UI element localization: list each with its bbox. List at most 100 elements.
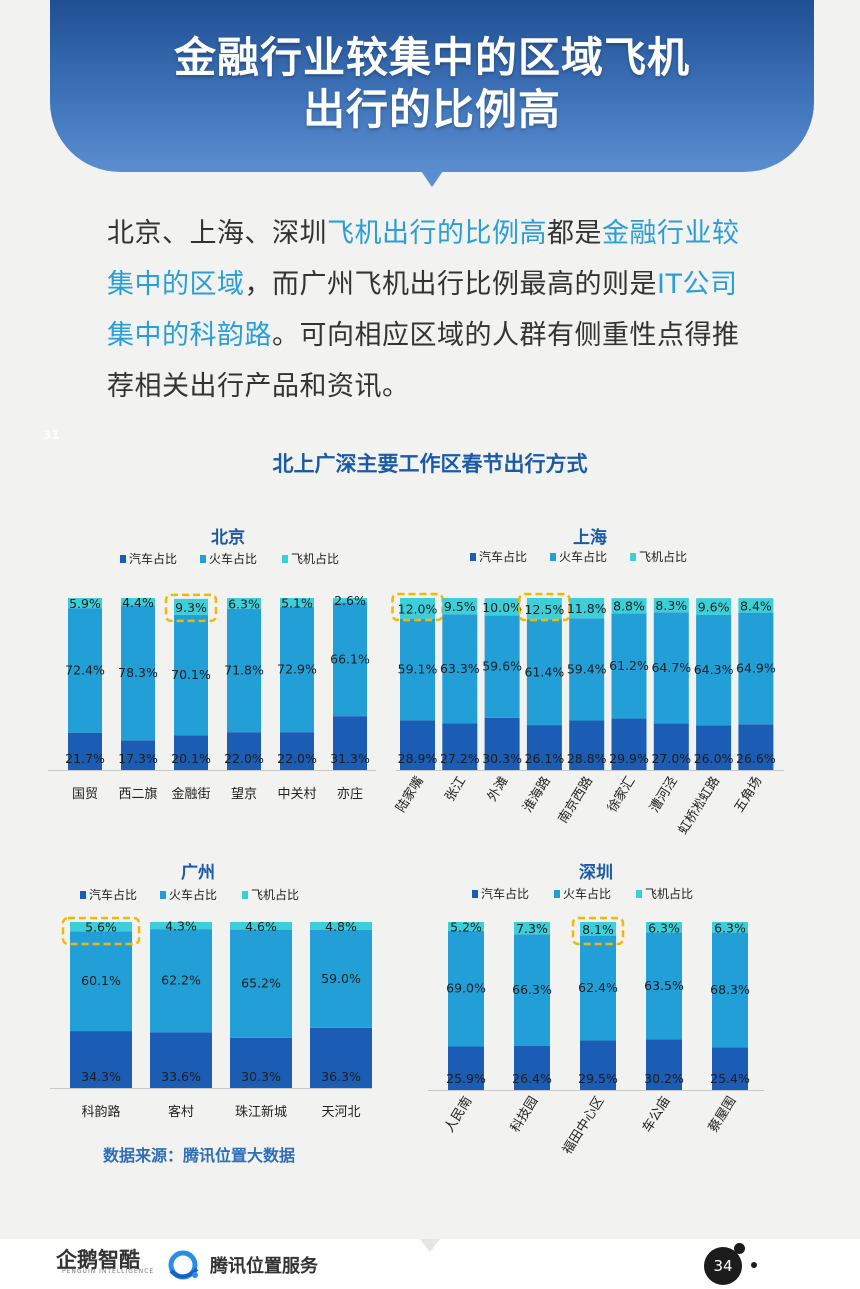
data-label-car: 17.3% (118, 751, 158, 766)
legend-swatch (242, 891, 248, 899)
category-label: 陆家嘴 (393, 774, 427, 816)
bar-segment-car (68, 732, 102, 770)
category-label: 珠江新城 (235, 1104, 287, 1120)
bar-segment-plane (280, 598, 314, 607)
data-label-plane: 11.8% (567, 601, 607, 616)
data-label-plane: 4.3% (165, 919, 197, 934)
panel-title: 广州 (181, 862, 215, 883)
data-label-car: 27.0% (651, 751, 691, 766)
data-label-train: 70.1% (171, 667, 211, 682)
bar-segment-car (333, 716, 367, 770)
bar-segment-car (514, 1045, 550, 1090)
category-label: 人民南 (441, 1094, 475, 1136)
bar-segment-car (696, 725, 732, 770)
bar-segment-train (400, 618, 435, 721)
page-title-line2: 出行的比例高 (302, 85, 561, 134)
data-label-plane: 9.3% (175, 600, 207, 615)
highlight-box (61, 916, 141, 946)
category-label: 国贸 (72, 787, 98, 802)
bar-segment-car (569, 720, 605, 770)
data-label-plane: 6.3% (228, 596, 260, 611)
bar-segment-train (653, 612, 689, 724)
data-label-train: 64.7% (651, 660, 691, 675)
data-label-train: 72.9% (277, 661, 317, 676)
legend-swatch (470, 553, 476, 561)
data-label-plane: 12.5% (525, 602, 565, 617)
bar-segment-train (230, 929, 292, 1038)
legend-swatch (472, 890, 478, 898)
data-label-train: 71.8% (224, 663, 264, 678)
bar-segment-train (448, 930, 484, 1047)
legend-swatch (636, 890, 642, 898)
category-label: 中关村 (277, 787, 316, 802)
data-label-car: 25.9% (446, 1071, 486, 1086)
page-title: 金融行业较集中的区域飞机 出行的比例高 (50, 32, 814, 136)
bar-segment-plane (653, 598, 689, 613)
data-label-train: 61.4% (525, 664, 565, 679)
data-label-train: 78.3% (118, 665, 158, 680)
data-label-car: 21.7% (65, 751, 105, 766)
panel-title: 上海 (573, 527, 607, 548)
data-label-car: 31.3% (330, 751, 370, 766)
bar-segment-car (150, 1032, 212, 1088)
bar-segment-plane (712, 922, 748, 933)
bar-segment-plane (310, 922, 372, 930)
legend-label: 火车占比 (169, 887, 217, 902)
banner-pointer (421, 171, 443, 187)
legend-label: 汽车占比 (481, 886, 529, 901)
bar-segment-plane (448, 922, 484, 931)
bar-segment-train (569, 618, 605, 721)
data-label-car: 22.0% (224, 751, 264, 766)
page-title-line1: 金融行业较集中的区域飞机 (173, 33, 690, 82)
data-label-plane: 8.4% (740, 598, 772, 613)
legend-label: 飞机占比 (645, 886, 693, 901)
data-label-train: 62.2% (161, 973, 201, 988)
data-label-plane: 2.6% (334, 593, 366, 608)
data-label-plane: 8.1% (582, 922, 614, 937)
intro-highlight-2: 金融行业较集中的区域 (107, 218, 740, 300)
legend-swatch (630, 553, 636, 561)
bar-segment-train (696, 614, 732, 726)
data-label-car: 29.5% (578, 1071, 618, 1086)
data-label-car: 30.2% (644, 1071, 684, 1086)
legend-label: 飞机占比 (291, 551, 339, 566)
data-label-car: 33.6% (161, 1069, 201, 1084)
data-label-train: 69.0% (446, 981, 486, 996)
bar-segment-train (580, 935, 616, 1041)
data-label-train: 66.1% (330, 651, 370, 666)
intro-text-2: 都是 (547, 218, 602, 249)
category-label: 科技园 (508, 1094, 541, 1135)
data-label-train: 66.3% (512, 982, 552, 997)
bar-segment-plane (150, 922, 212, 930)
bar-segment-plane (121, 598, 155, 606)
highlight-box (164, 593, 218, 623)
bar-segment-train (174, 614, 208, 736)
bar-segment-train (121, 605, 155, 741)
chart-main-title: 北上广深主要工作区春节出行方式 (272, 452, 588, 476)
category-label: 亦庄 (337, 786, 363, 802)
bar-segment-car (400, 720, 435, 770)
data-label-plane: 7.3% (516, 921, 548, 936)
bar-segment-plane (442, 598, 478, 615)
data-label-plane: 4.8% (325, 919, 357, 934)
bar-segment-train (442, 614, 478, 724)
bar-segment-train (70, 931, 132, 1032)
logo1-text: 企鹅智酷 (56, 1247, 140, 1272)
bar-segment-car (70, 1031, 132, 1088)
bar-segment-car (526, 725, 562, 770)
panel-title: 深圳 (579, 862, 613, 883)
legend-label: 飞机占比 (639, 549, 687, 564)
tencent-map-logo-text: 腾讯位置服务 (210, 1256, 318, 1277)
bar-segment-train (227, 608, 261, 733)
data-label-car: 34.3% (81, 1069, 121, 1084)
intro-highlight-1: 飞机出行的比例高 (327, 218, 547, 249)
bar-segment-car (448, 1046, 484, 1090)
bar-segment-train (484, 615, 520, 718)
intro-text-3: ，而广州飞机出行比例最高的则是 (244, 269, 657, 300)
data-label-train: 64.9% (736, 660, 776, 675)
data-label-car: 26.4% (512, 1071, 552, 1086)
legend-label: 火车占比 (563, 886, 611, 901)
legend-label: 火车占比 (559, 549, 607, 564)
